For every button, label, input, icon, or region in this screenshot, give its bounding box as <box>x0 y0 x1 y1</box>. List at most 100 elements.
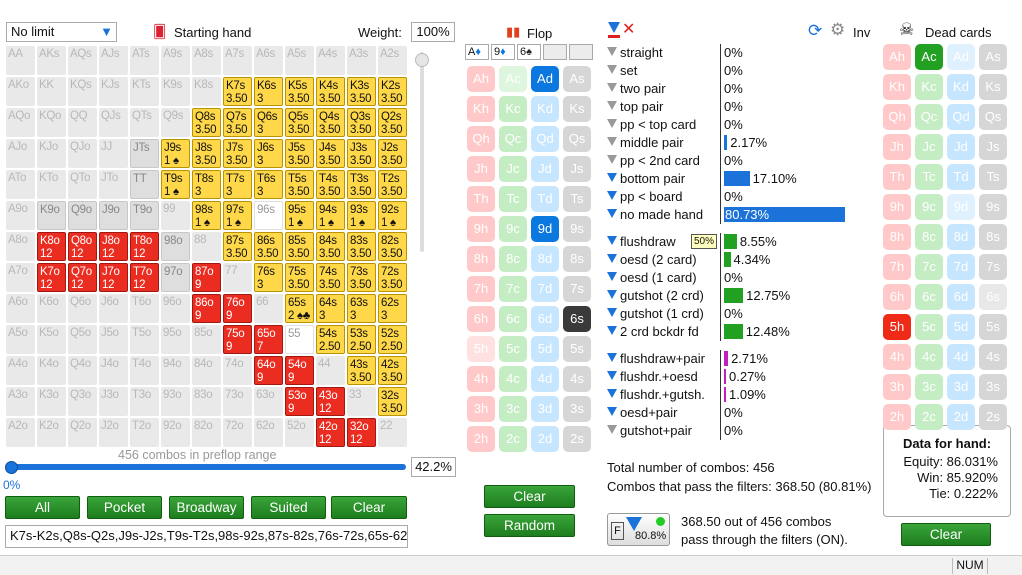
hand-cell-86s[interactable]: 86s 3.50 <box>254 232 283 261</box>
hand-cell-k7s[interactable]: K7s 3.50 <box>223 77 252 106</box>
hand-cell-a3s[interactable]: A3s <box>347 46 376 75</box>
hand-cell-95s[interactable]: 95s 1 ♠ <box>285 201 314 230</box>
hand-cell-qts[interactable]: QTs <box>130 108 159 137</box>
card-3h[interactable]: 3h <box>883 374 911 400</box>
card-4d[interactable]: 4d <box>947 344 975 370</box>
hand-cell-q9s[interactable]: Q9s <box>161 108 190 137</box>
filter-row[interactable]: 2 crd bckdr fd 12.48% <box>607 323 790 341</box>
hand-cell-75s[interactable]: 75s 3.50 <box>285 263 314 292</box>
hand-cell-k2s[interactable]: K2s 3.50 <box>378 77 407 106</box>
flop-clear-button[interactable]: Clear <box>484 485 575 508</box>
hand-cell-k8s[interactable]: K8s <box>192 77 221 106</box>
hand-cell-ako[interactable]: AKo <box>6 77 35 106</box>
card-3d[interactable]: 3d <box>531 396 559 422</box>
hand-cell-q4s[interactable]: Q4s 3.50 <box>316 108 345 137</box>
card-Ac[interactable]: Ac <box>499 66 527 92</box>
card-5s[interactable]: 5s <box>563 336 591 362</box>
filter-row[interactable]: two pair 0% <box>607 80 743 98</box>
hand-cell-j3o[interactable]: J3o <box>99 387 128 416</box>
filter-funnel-icon[interactable] <box>607 353 617 362</box>
hand-cell-kqo[interactable]: KQo <box>37 108 66 137</box>
card-6c[interactable]: 6c <box>499 306 527 332</box>
card-9c[interactable]: 9c <box>915 194 943 220</box>
card-As[interactable]: As <box>563 66 591 92</box>
hand-cell-98s[interactable]: 98s 1 ♠ <box>192 201 221 230</box>
filter-funnel-icon[interactable] <box>607 47 617 56</box>
hand-cell-k8o[interactable]: K8o 12 <box>37 232 66 261</box>
hand-cell-q3o[interactable]: Q3o <box>68 387 97 416</box>
hand-cell-76s[interactable]: 76s 3 <box>254 263 283 292</box>
hand-cell-ajo[interactable]: AJo <box>6 139 35 168</box>
card-5c[interactable]: 5c <box>915 314 943 340</box>
card-Qc[interactable]: Qc <box>915 104 943 130</box>
card-Ad[interactable]: Ad <box>531 66 559 92</box>
filter-row[interactable]: oesd (2 card) 4.34% <box>607 251 770 269</box>
filter-row[interactable]: flushdr.+oesd 0.27% <box>607 368 766 386</box>
hand-cell-kto[interactable]: KTo <box>37 170 66 199</box>
card-9s[interactable]: 9s <box>563 216 591 242</box>
weight-slider-track[interactable] <box>420 52 424 252</box>
hand-cell-k6s[interactable]: K6s 3 <box>254 77 283 106</box>
filter-funnel-icon[interactable] <box>607 65 617 74</box>
hand-cell-q8o[interactable]: Q8o 12 <box>68 232 97 261</box>
hand-cell-44[interactable]: 44 <box>316 356 345 385</box>
card-7s[interactable]: 7s <box>979 254 1007 280</box>
card-6s[interactable]: 6s <box>979 284 1007 310</box>
card-8s[interactable]: 8s <box>563 246 591 272</box>
hand-cell-a2o[interactable]: A2o <box>6 418 35 447</box>
card-9h[interactable]: 9h <box>883 194 911 220</box>
card-Qd[interactable]: Qd <box>531 126 559 152</box>
hand-cell-t7o[interactable]: T7o 12 <box>130 263 159 292</box>
hand-cell-t8s[interactable]: T8s 3 <box>192 170 221 199</box>
inv-label[interactable]: Inv <box>853 25 871 40</box>
hand-cell-t5s[interactable]: T5s 3.50 <box>285 170 314 199</box>
hand-cell-a7s[interactable]: A7s <box>223 46 252 75</box>
hand-cell-84s[interactable]: 84s 3.50 <box>316 232 345 261</box>
card-Kd[interactable]: Kd <box>531 96 559 122</box>
hand-cell-a5o[interactable]: A5o <box>6 325 35 354</box>
hand-cell-kjo[interactable]: KJo <box>37 139 66 168</box>
hand-cell-k6o[interactable]: K6o <box>37 294 66 323</box>
hand-cell-k4s[interactable]: K4s 3.50 <box>316 77 345 106</box>
filter-funnel-icon[interactable] <box>607 236 617 245</box>
filter-funnel-icon[interactable] <box>607 101 617 110</box>
card-Ts[interactable]: Ts <box>563 186 591 212</box>
hand-cell-k7o[interactable]: K7o 12 <box>37 263 66 292</box>
filter-funnel-icon[interactable] <box>607 173 617 182</box>
card-Jd[interactable]: Jd <box>531 156 559 182</box>
hand-cell-j7o[interactable]: J7o 12 <box>99 263 128 292</box>
hand-cell-j6s[interactable]: J6s 3 <box>254 139 283 168</box>
filter-row[interactable]: pp < board 0% <box>607 188 743 206</box>
hand-cell-q7s[interactable]: Q7s 3.50 <box>223 108 252 137</box>
card-9c[interactable]: 9c <box>499 216 527 242</box>
hand-cell-99[interactable]: 99 <box>161 201 190 230</box>
hand-cell-t4s[interactable]: T4s 3.50 <box>316 170 345 199</box>
hand-cell-a6s[interactable]: A6s <box>254 46 283 75</box>
hand-cell-q6s[interactable]: Q6s 3 <box>254 108 283 137</box>
hand-cell-tt[interactable]: TT <box>130 170 159 199</box>
filter-funnel-icon[interactable] <box>607 389 617 398</box>
hand-cell-a4s[interactable]: A4s <box>316 46 345 75</box>
hand-cell-kts[interactable]: KTs <box>130 77 159 106</box>
limit-select[interactable]: No limit ▼ <box>6 22 117 42</box>
filter-funnel-icon[interactable] <box>607 254 617 263</box>
card-Js[interactable]: Js <box>563 156 591 182</box>
hand-cell-87s[interactable]: 87s 3.50 <box>223 232 252 261</box>
hand-cell-a9o[interactable]: A9o <box>6 201 35 230</box>
card-2d[interactable]: 2d <box>531 426 559 452</box>
hand-cell-32o[interactable]: 32o 12 <box>347 418 376 447</box>
card-Ad[interactable]: Ad <box>947 44 975 70</box>
card-4s[interactable]: 4s <box>979 344 1007 370</box>
hand-cell-94o[interactable]: 94o <box>161 356 190 385</box>
hand-cell-a5s[interactable]: A5s <box>285 46 314 75</box>
hand-cell-q8s[interactable]: Q8s 3.50 <box>192 108 221 137</box>
flop-random-button[interactable]: Random <box>484 514 575 537</box>
hand-cell-q2o[interactable]: Q2o <box>68 418 97 447</box>
card-7s[interactable]: 7s <box>563 276 591 302</box>
card-Ks[interactable]: Ks <box>979 74 1007 100</box>
filter-funnel-icon[interactable] <box>607 155 617 164</box>
card-4d[interactable]: 4d <box>531 366 559 392</box>
filter-funnel-icon[interactable] <box>607 83 617 92</box>
hand-cell-92s[interactable]: 92s 1 ♠ <box>378 201 407 230</box>
card-2h[interactable]: 2h <box>883 404 911 430</box>
